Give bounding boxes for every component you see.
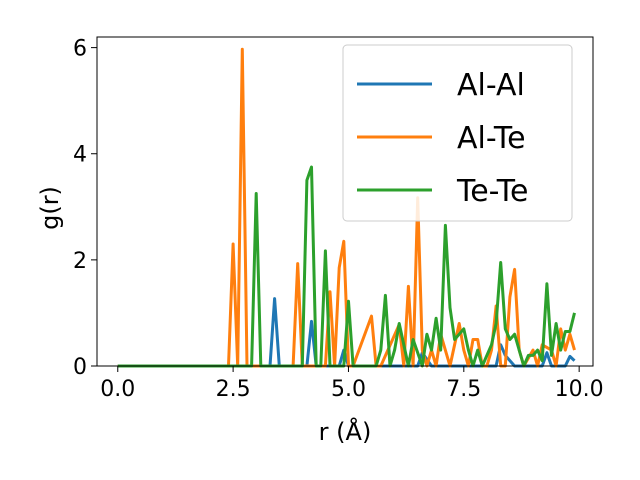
- y-tick-label: 0: [73, 355, 87, 380]
- x-tick-label: 5.0: [331, 377, 366, 402]
- y-tick-label: 2: [73, 249, 87, 274]
- legend-label-2: Te-Te: [456, 174, 528, 209]
- plot-frame: [96, 36, 594, 367]
- x-axis-title: r (Å): [319, 417, 372, 446]
- series-line-2: [117, 165, 576, 368]
- y-tick-label: 6: [73, 37, 87, 62]
- legend-label-0: Al-Al: [457, 68, 525, 103]
- x-tick-label: 7.5: [446, 377, 481, 402]
- legend: Al-Al Al-Te Te-Te: [342, 44, 573, 222]
- x-tick-label: 2.5: [216, 377, 251, 402]
- y-axis: 0 2 4 6: [73, 37, 97, 380]
- x-tick-label: 0.0: [100, 377, 135, 402]
- y-tick-label: 4: [73, 143, 87, 168]
- x-axis: 0.0 2.5 5.0 7.5 10.0: [100, 366, 604, 402]
- legend-box: [342, 44, 573, 222]
- legend-label-1: Al-Te: [457, 121, 526, 156]
- axes-frame: [96, 36, 594, 367]
- x-tick-label: 10.0: [555, 377, 604, 402]
- y-axis-title: g(r): [36, 186, 64, 230]
